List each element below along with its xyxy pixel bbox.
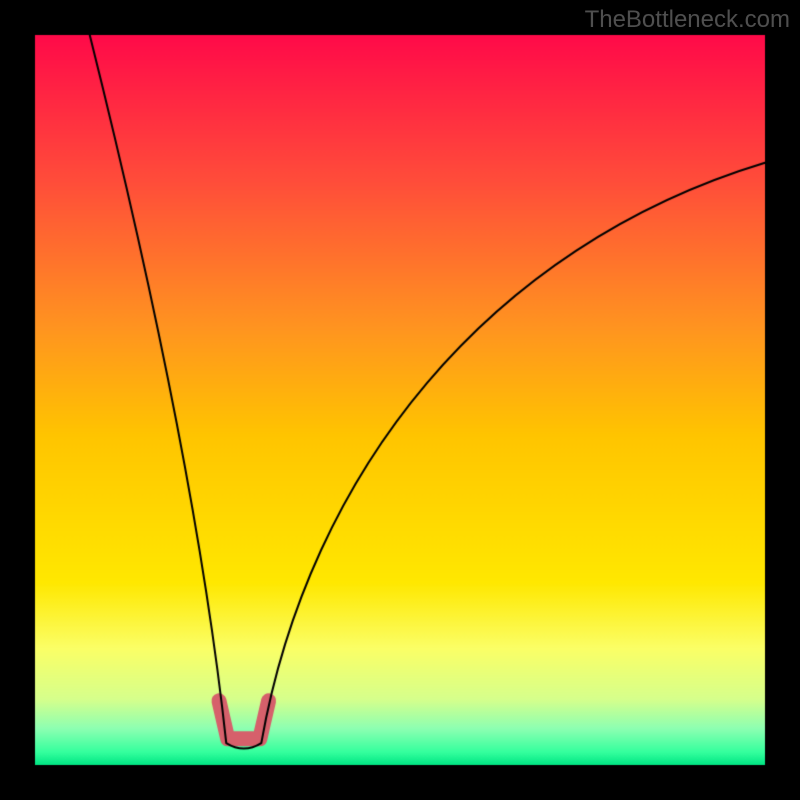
watermark-text: TheBottleneck.com <box>585 6 790 34</box>
chart-stage: TheBottleneck.com <box>0 0 800 800</box>
bottleneck-curve-chart <box>0 0 800 800</box>
